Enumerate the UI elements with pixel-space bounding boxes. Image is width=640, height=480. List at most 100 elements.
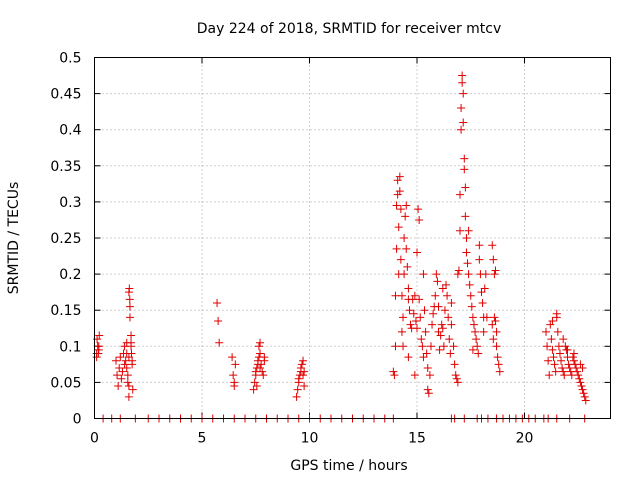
- y-tick-label: 0.25: [50, 231, 81, 247]
- data-point: [213, 298, 222, 307]
- data-point: [393, 176, 402, 185]
- y-tick-label: 0.1: [59, 339, 81, 355]
- data-point: [446, 349, 455, 358]
- data-point: [249, 385, 258, 394]
- data-point: [389, 367, 398, 376]
- data-point: [458, 71, 467, 80]
- x-axis-title: GPS time / hours: [290, 458, 407, 474]
- data-point: [300, 382, 309, 391]
- data-point: [442, 280, 451, 289]
- data-point: [399, 342, 408, 351]
- data-point: [123, 371, 132, 380]
- data-point: [443, 291, 452, 300]
- data-point: [488, 241, 497, 250]
- data-point: [256, 363, 265, 372]
- data-point: [436, 331, 445, 340]
- data-point: [401, 212, 410, 221]
- x-tick-label: 15: [408, 431, 426, 447]
- data-point: [124, 382, 133, 391]
- data-point: [447, 298, 456, 307]
- data-point: [94, 342, 103, 351]
- data-point: [559, 335, 568, 344]
- data-point: [576, 360, 585, 369]
- data-point: [575, 374, 584, 383]
- x-tick-label: 5: [198, 431, 207, 447]
- data-point: [439, 342, 448, 351]
- data-point: [112, 356, 120, 365]
- data-point: [561, 342, 570, 351]
- y-tick-label: 0: [73, 412, 82, 428]
- data-point: [456, 226, 464, 235]
- data-point: [228, 353, 237, 362]
- data-point: [494, 360, 503, 369]
- data-point: [468, 345, 477, 354]
- data-point: [444, 313, 453, 322]
- data-point: [574, 371, 583, 380]
- data-point: [493, 353, 502, 362]
- data-point: [469, 320, 478, 329]
- data-point: [472, 335, 481, 344]
- x-tick-label: 10: [301, 431, 319, 447]
- data-point: [542, 327, 550, 336]
- data-point: [434, 327, 443, 336]
- data-point: [396, 255, 405, 264]
- data-point: [438, 324, 447, 333]
- data-point: [409, 309, 418, 318]
- data-point: [120, 342, 129, 351]
- y-tick-label: 0.2: [59, 267, 81, 283]
- data-point: [547, 335, 556, 344]
- data-point: [256, 349, 265, 358]
- data-point: [461, 212, 470, 221]
- data-point: [127, 349, 136, 358]
- data-point: [459, 89, 468, 98]
- data-point: [451, 371, 460, 380]
- data-point: [475, 255, 484, 264]
- data-point: [415, 215, 424, 224]
- data-point: [569, 356, 578, 365]
- data-point: [410, 371, 419, 380]
- y-tick-label: 0.5: [59, 51, 81, 67]
- data-point: [551, 367, 560, 376]
- data-point: [433, 277, 442, 286]
- data-point: [418, 342, 427, 351]
- y-tick-label: 0.05: [50, 375, 81, 391]
- data-point: [92, 353, 101, 362]
- data-point: [397, 291, 406, 300]
- data-point: [434, 302, 443, 311]
- data-point: [438, 284, 447, 293]
- data-point: [252, 382, 261, 391]
- data-point: [124, 392, 133, 401]
- data-point: [578, 385, 587, 394]
- data-point: [415, 295, 424, 304]
- data-point: [576, 378, 585, 387]
- y-tick-label: 0.45: [50, 87, 81, 103]
- data-point: [552, 309, 561, 318]
- data-point: [479, 327, 488, 336]
- data-point: [464, 270, 473, 279]
- data-point: [402, 201, 411, 210]
- data-point: [116, 353, 125, 362]
- data-point: [300, 367, 309, 376]
- data-point: [294, 374, 303, 383]
- data-point: [404, 353, 413, 362]
- data-point: [550, 360, 559, 369]
- data-marks: [92, 71, 590, 423]
- data-point: [580, 392, 589, 401]
- data-point: [411, 317, 420, 326]
- data-point: [454, 266, 463, 275]
- data-point: [122, 363, 131, 372]
- data-point: [578, 363, 587, 372]
- data-point: [257, 360, 266, 369]
- data-point: [435, 345, 444, 354]
- data-point: [491, 266, 500, 275]
- data-point: [299, 356, 308, 365]
- data-point: [413, 324, 421, 333]
- data-point: [428, 320, 437, 329]
- data-point: [475, 241, 484, 250]
- data-point: [113, 371, 122, 380]
- data-point: [468, 313, 477, 322]
- data-point: [463, 259, 472, 268]
- data-point: [125, 302, 134, 311]
- data-point: [558, 363, 567, 372]
- data-point: [491, 317, 500, 326]
